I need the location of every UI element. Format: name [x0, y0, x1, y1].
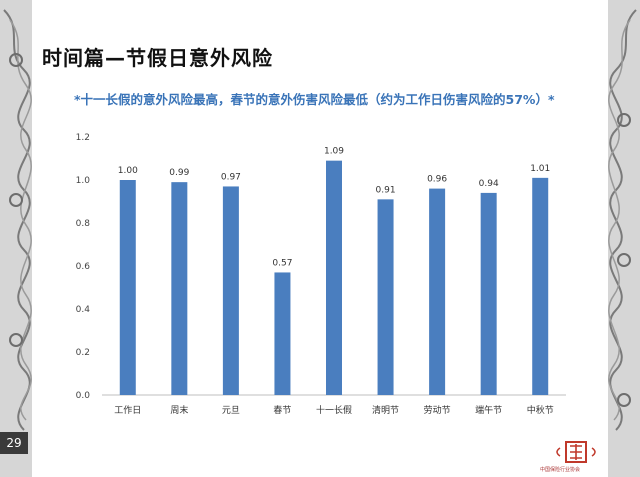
x-tick-label: 工作日: [114, 404, 141, 416]
data-label: 0.57: [272, 258, 292, 268]
data-label: 0.91: [376, 185, 396, 195]
bar: [429, 188, 446, 395]
bar: [480, 192, 497, 395]
slide-title: 时间篇—节假日意外风险: [42, 46, 273, 70]
bar: [326, 160, 342, 395]
bar: [171, 182, 188, 395]
logo-caption: 中国保险行业协会: [540, 467, 581, 473]
bar: [274, 272, 291, 395]
data-label: 1.09: [324, 147, 344, 157]
x-tick-label: 元旦: [222, 405, 240, 416]
x-tick-label: 春节: [273, 404, 291, 416]
data-label: 0.99: [169, 168, 189, 178]
bar: [377, 199, 394, 395]
y-tick-label: 0.6: [76, 262, 91, 272]
data-label: 0.96: [427, 175, 447, 185]
x-tick-label: 中秋节: [527, 404, 554, 416]
bar: [222, 186, 239, 395]
x-tick-label: 劳动节: [424, 404, 451, 416]
y-tick-label: 1.2: [76, 133, 90, 143]
chart-subtitle: *十一长假的意外风险最高，春节的意外伤害风险最低（约为工作日伤害风险的57%）*: [74, 92, 555, 107]
y-tick-label: 0.4: [76, 305, 91, 315]
x-tick-label: 周末: [170, 404, 188, 416]
x-tick-label: 十一长假: [316, 404, 352, 416]
y-tick-label: 0.0: [76, 391, 91, 401]
right-ornament-border: [608, 0, 640, 477]
data-label: 0.97: [221, 172, 241, 182]
data-label: 1.01: [530, 164, 550, 174]
x-tick-label: 清明节: [372, 404, 399, 416]
left-ornament-border: [0, 0, 32, 477]
x-tick-label: 端午节: [475, 404, 502, 416]
page-number: 29: [0, 432, 28, 454]
data-label: 1.00: [118, 166, 138, 176]
bar: [532, 177, 549, 395]
y-tick-label: 0.8: [76, 219, 91, 229]
bar: [119, 180, 136, 395]
data-label: 0.94: [479, 179, 499, 189]
y-tick-label: 1.0: [76, 176, 91, 186]
y-tick-label: 0.2: [76, 348, 90, 358]
association-logo: [556, 441, 596, 463]
